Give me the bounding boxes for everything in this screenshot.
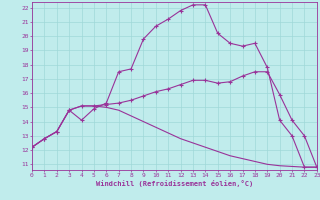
X-axis label: Windchill (Refroidissement éolien,°C): Windchill (Refroidissement éolien,°C) — [96, 180, 253, 187]
